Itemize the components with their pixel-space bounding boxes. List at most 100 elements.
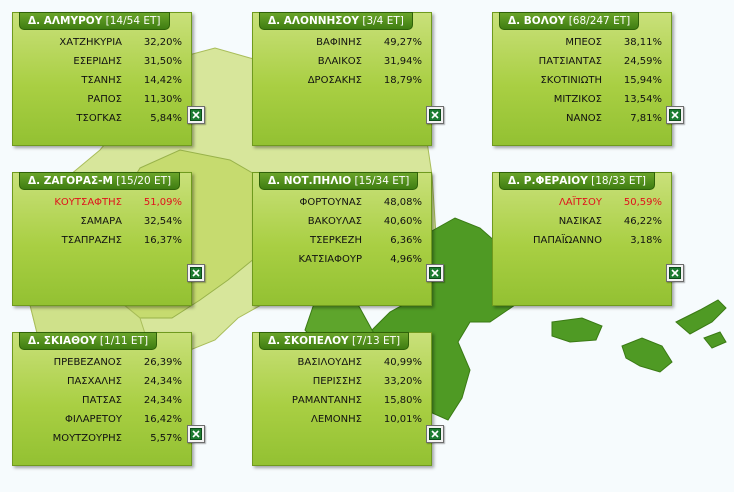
candidate-row: ΒΑΚΟΥΛΑΣ 40,60% — [257, 212, 425, 231]
municipality-name: Δ. ΖΑΓΟΡΑΣ-Μ — [28, 175, 113, 187]
candidate-name: ΡΑΜΑΝΤΑΝΗΣ — [291, 395, 362, 406]
candidate-row: ΠΑΣΧΑΛΗΣ 24,34% — [17, 372, 185, 391]
municipality-name: Δ. Ρ.ΦΕΡΑΙΟΥ — [508, 175, 588, 187]
panel-header: Δ. ΑΛΜΥΡΟΥ [14/54 ΕΤ] — [19, 12, 170, 30]
candidate-name: ΜΠΕΟΣ — [565, 37, 602, 48]
municipality-name: Δ. ΑΛΜΥΡΟΥ — [28, 15, 103, 27]
candidate-name: ΛΕΜΟΝΗΣ — [311, 414, 362, 425]
excel-icon[interactable] — [666, 106, 684, 124]
panel-header: Δ. ΣΚΙΑΘΟΥ [1/11 ΕΤ] — [19, 332, 158, 350]
candidate-row: ΜΟΥΤΖΟΥΡΗΣ 5,57% — [17, 429, 185, 448]
candidate-name: ΜΟΥΤΖΟΥΡΗΣ — [52, 433, 122, 444]
municipality-name: Δ. ΝΟΤ.ΠΗΛΙΟ — [268, 175, 352, 187]
panel-header: Δ. ΖΑΓΟΡΑΣ-Μ [15/20 ΕΤ] — [19, 172, 181, 190]
candidate-name: ΤΣΟΓΚΑΣ — [76, 113, 122, 124]
candidate-name: ΠΑΤΣΑΣ — [82, 395, 122, 406]
candidate-name: ΤΣΑΠΡΑΖΗΣ — [61, 235, 122, 246]
candidate-row: ΦΟΡΤΟΥΝΑΣ 48,08% — [257, 193, 425, 212]
panel-header: Δ. ΣΚΟΠΕΛΟΥ [7/13 ΕΤ] — [259, 332, 410, 350]
candidate-percentage: 15,80% — [383, 395, 422, 406]
candidate-percentage: 7,81% — [630, 113, 662, 124]
candidate-row: ΝΑΣΙΚΑΣ 46,22% — [497, 212, 665, 231]
candidate-name: ΚΟΥΤΣΑΦΤΗΣ — [54, 197, 122, 208]
candidate-row: ΤΣΟΓΚΑΣ 5,84% — [17, 109, 185, 128]
municipality-name: Δ. ΣΚΙΑΘΟΥ — [28, 335, 97, 347]
candidate-row: ΤΣΕΡΚΕΖΗ 6,36% — [257, 231, 425, 250]
excel-icon[interactable] — [187, 425, 205, 443]
candidate-name: ΚΑΤΣΙΑΦΟΥΡ — [298, 254, 363, 265]
candidate-name: ΦΟΡΤΟΥΝΑΣ — [299, 197, 363, 208]
candidate-row: ΛΕΜΟΝΗΣ 10,01% — [257, 410, 425, 429]
candidate-percentage: 49,27% — [383, 37, 422, 48]
excel-icon[interactable] — [426, 425, 444, 443]
candidate-row: ΡΑΠΟΣ 11,30% — [17, 90, 185, 109]
candidate-row: ΠΑΠΑΪΩΑΝΝΟ 3,18% — [497, 231, 665, 250]
candidate-name: ΡΑΠΟΣ — [87, 94, 122, 105]
candidate-percentage: 15,94% — [623, 75, 662, 86]
candidate-row: ΚΟΥΤΣΑΦΤΗΣ 51,09% — [17, 193, 185, 212]
candidate-percentage: 6,36% — [390, 235, 422, 246]
candidate-row: ΚΑΤΣΙΑΦΟΥΡ 4,96% — [257, 250, 425, 269]
candidate-row: ΡΑΜΑΝΤΑΝΗΣ 15,80% — [257, 391, 425, 410]
panel-volou: Δ. ΒΟΛΟΥ [68/247 ΕΤ] ΜΠΕΟΣ 38,11% ΠΑΤΣΙΑΝΤ… — [492, 12, 672, 146]
candidate-percentage: 31,94% — [383, 56, 422, 67]
candidate-name: ΜΙΤΖΙΚΟΣ — [553, 94, 602, 105]
municipality-name: Δ. ΣΚΟΠΕΛΟΥ — [268, 335, 349, 347]
seats-count: [15/20 ΕΤ] — [116, 175, 172, 187]
candidate-percentage: 10,01% — [383, 414, 422, 425]
seats-count: [7/13 ΕΤ] — [351, 335, 401, 347]
candidate-row: ΔΡΟΣΑΚΗΣ 18,79% — [257, 71, 425, 90]
candidate-row: ΕΣΕΡΙΔΗΣ 31,50% — [17, 52, 185, 71]
panel-header: Δ. ΝΟΤ.ΠΗΛΙΟ [15/34 ΕΤ] — [259, 172, 419, 190]
excel-icon[interactable] — [187, 106, 205, 124]
candidate-name: ΒΛΑΙΚΟΣ — [317, 56, 362, 67]
candidate-percentage: 32,54% — [143, 216, 182, 227]
panel-skopelou: Δ. ΣΚΟΠΕΛΟΥ [7/13 ΕΤ] ΒΑΣΙΛΟΥΔΗΣ 40,99% ΠΕ… — [252, 332, 432, 466]
panel-rferaiou: Δ. Ρ.ΦΕΡΑΙΟΥ [18/33 ΕΤ] ΛΑΪΤΣΟΥ 50,59% ΝΑΣ… — [492, 172, 672, 306]
results-table: ΒΑΣΙΛΟΥΔΗΣ 40,99% ΠΕΡΙΣΣΗΣ 33,20% ΡΑΜΑΝΤΑΝΗΣ… — [257, 353, 425, 429]
candidate-row: ΠΑΤΣΙΑΝΤΑΣ 24,59% — [497, 52, 665, 71]
candidate-name: ΝΑΣΙΚΑΣ — [558, 216, 602, 227]
panel-notpiliou: Δ. ΝΟΤ.ΠΗΛΙΟ [15/34 ΕΤ] ΦΟΡΤΟΥΝΑΣ 48,08% Β… — [252, 172, 432, 306]
seats-count: [15/34 ΕΤ] — [354, 175, 410, 187]
results-table: ΚΟΥΤΣΑΦΤΗΣ 51,09% ΣΑΜΑΡΑ 32,54% ΤΣΑΠΡΑΖΗΣ 16,… — [17, 193, 185, 250]
candidate-row: ΣΚΟΤΙΝΙΩΤΗ 15,94% — [497, 71, 665, 90]
candidate-name: ΒΑΚΟΥΛΑΣ — [307, 216, 362, 227]
candidate-percentage: 40,99% — [383, 357, 422, 368]
candidate-name: ΤΣΑΝΗΣ — [81, 75, 122, 86]
candidate-row: ΤΣΑΝΗΣ 14,42% — [17, 71, 185, 90]
candidate-percentage: 3,18% — [630, 235, 662, 246]
candidate-name: ΤΣΕΡΚΕΖΗ — [309, 235, 362, 246]
panel-zagoras: Δ. ΖΑΓΟΡΑΣ-Μ [15/20 ΕΤ] ΚΟΥΤΣΑΦΤΗΣ 51,09%… — [12, 172, 192, 306]
candidate-name: ΠΕΡΙΣΣΗΣ — [312, 376, 362, 387]
candidate-row: ΦΙΛΑΡΕΤΟΥ 16,42% — [17, 410, 185, 429]
panel-header: Δ. Ρ.ΦΕΡΑΙΟΥ [18/33 ΕΤ] — [499, 172, 655, 190]
candidate-name: ΠΑΣΧΑΛΗΣ — [66, 376, 122, 387]
map-island-alonnisos — [675, 299, 727, 335]
candidate-name: ΣΑΜΑΡΑ — [80, 216, 123, 227]
results-table: ΠΡΕΒΕΖΑΝΟΣ 26,39% ΠΑΣΧΑΛΗΣ 24,34% ΠΑΤΣΑΣ 24,3… — [17, 353, 185, 448]
excel-icon[interactable] — [666, 264, 684, 282]
excel-icon[interactable] — [426, 264, 444, 282]
candidate-name: ΒΑΣΙΛΟΥΔΗΣ — [297, 357, 362, 368]
candidate-percentage: 40,60% — [383, 216, 422, 227]
candidate-percentage: 50,59% — [623, 197, 662, 208]
candidate-row: ΒΛΑΙΚΟΣ 31,94% — [257, 52, 425, 71]
candidate-row: ΣΑΜΑΡΑ 32,54% — [17, 212, 185, 231]
candidate-percentage: 5,84% — [150, 113, 182, 124]
candidate-row: ΠΕΡΙΣΣΗΣ 33,20% — [257, 372, 425, 391]
panel-header: Δ. ΒΟΛΟΥ [68/247 ΕΤ] — [499, 12, 640, 30]
candidate-percentage: 46,22% — [623, 216, 662, 227]
candidate-row: ΧΑΤΖΗΚΥΡΙΑ 32,20% — [17, 33, 185, 52]
candidate-row: ΒΑΦΙΝΗΣ 49,27% — [257, 33, 425, 52]
results-table: ΒΑΦΙΝΗΣ 49,27% ΒΛΑΙΚΟΣ 31,94% ΔΡΟΣΑΚΗΣ 18,79% — [257, 33, 425, 90]
panel-header: Δ. ΑΛΟΝΝΗΣΟΥ [3/4 ΕΤ] — [259, 12, 413, 30]
candidate-name: ΛΑΪΤΣΟΥ — [558, 197, 602, 208]
candidate-row: ΤΣΑΠΡΑΖΗΣ 16,37% — [17, 231, 185, 250]
candidate-row: ΜΙΤΖΙΚΟΣ 13,54% — [497, 90, 665, 109]
excel-icon[interactable] — [187, 264, 205, 282]
candidate-percentage: 14,42% — [143, 75, 182, 86]
candidate-percentage: 48,08% — [383, 197, 422, 208]
candidate-name: ΔΡΟΣΑΚΗΣ — [307, 75, 362, 86]
excel-icon[interactable] — [426, 106, 444, 124]
